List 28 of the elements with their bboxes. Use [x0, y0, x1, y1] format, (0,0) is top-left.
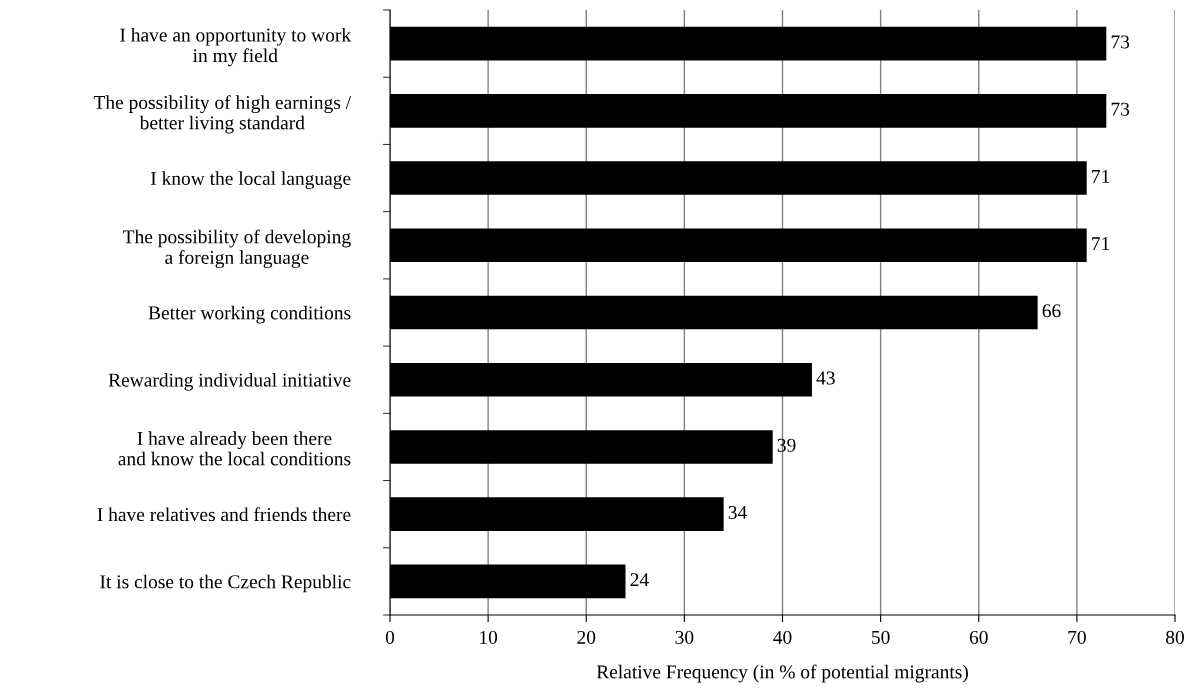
x-tick-label: 10	[480, 630, 498, 644]
x-tick-label: 20	[577, 630, 596, 644]
data-label: 73	[1111, 35, 1130, 49]
x-tick-label: 30	[675, 630, 694, 644]
data-label: 66	[1042, 304, 1061, 318]
y-tick-label: Rewarding individual initiative	[108, 372, 351, 391]
x-tick-label: 0	[385, 630, 395, 644]
x-tick-label: 60	[969, 630, 988, 644]
data-label: 71	[1092, 169, 1110, 183]
data-label: 39	[777, 438, 796, 452]
y-tick-label: The possibility of high earnings / better living standard	[93, 95, 352, 134]
x-tick-label: 50	[872, 630, 890, 644]
data-label: 24	[630, 573, 649, 587]
y-tick-label: I know the local language	[150, 171, 351, 189]
data-label: 43	[816, 371, 835, 385]
data-label: 73	[1111, 102, 1130, 116]
data-label: 34	[728, 505, 747, 520]
y-tick-label: I have relatives and friends there	[97, 507, 351, 522]
x-tick-label: 40	[773, 630, 792, 644]
y-tick-label: It is close to the Czech Republic	[100, 574, 351, 593]
y-tick-label: I have already been there and know the local conditions	[118, 431, 351, 466]
x-tick-label: 70	[1068, 630, 1086, 644]
y-tick-label: The possibility of developing a foreign language	[123, 229, 351, 268]
x-tick-label: 80	[1166, 630, 1184, 644]
y-tick-label: I have an opportunity to work in my field	[120, 27, 352, 67]
y-tick-label: Better working conditions	[148, 305, 351, 324]
data-label: 71	[1092, 237, 1110, 250]
x-axis-title: Relative Frequency (in % of potential migrants)	[596, 664, 968, 683]
